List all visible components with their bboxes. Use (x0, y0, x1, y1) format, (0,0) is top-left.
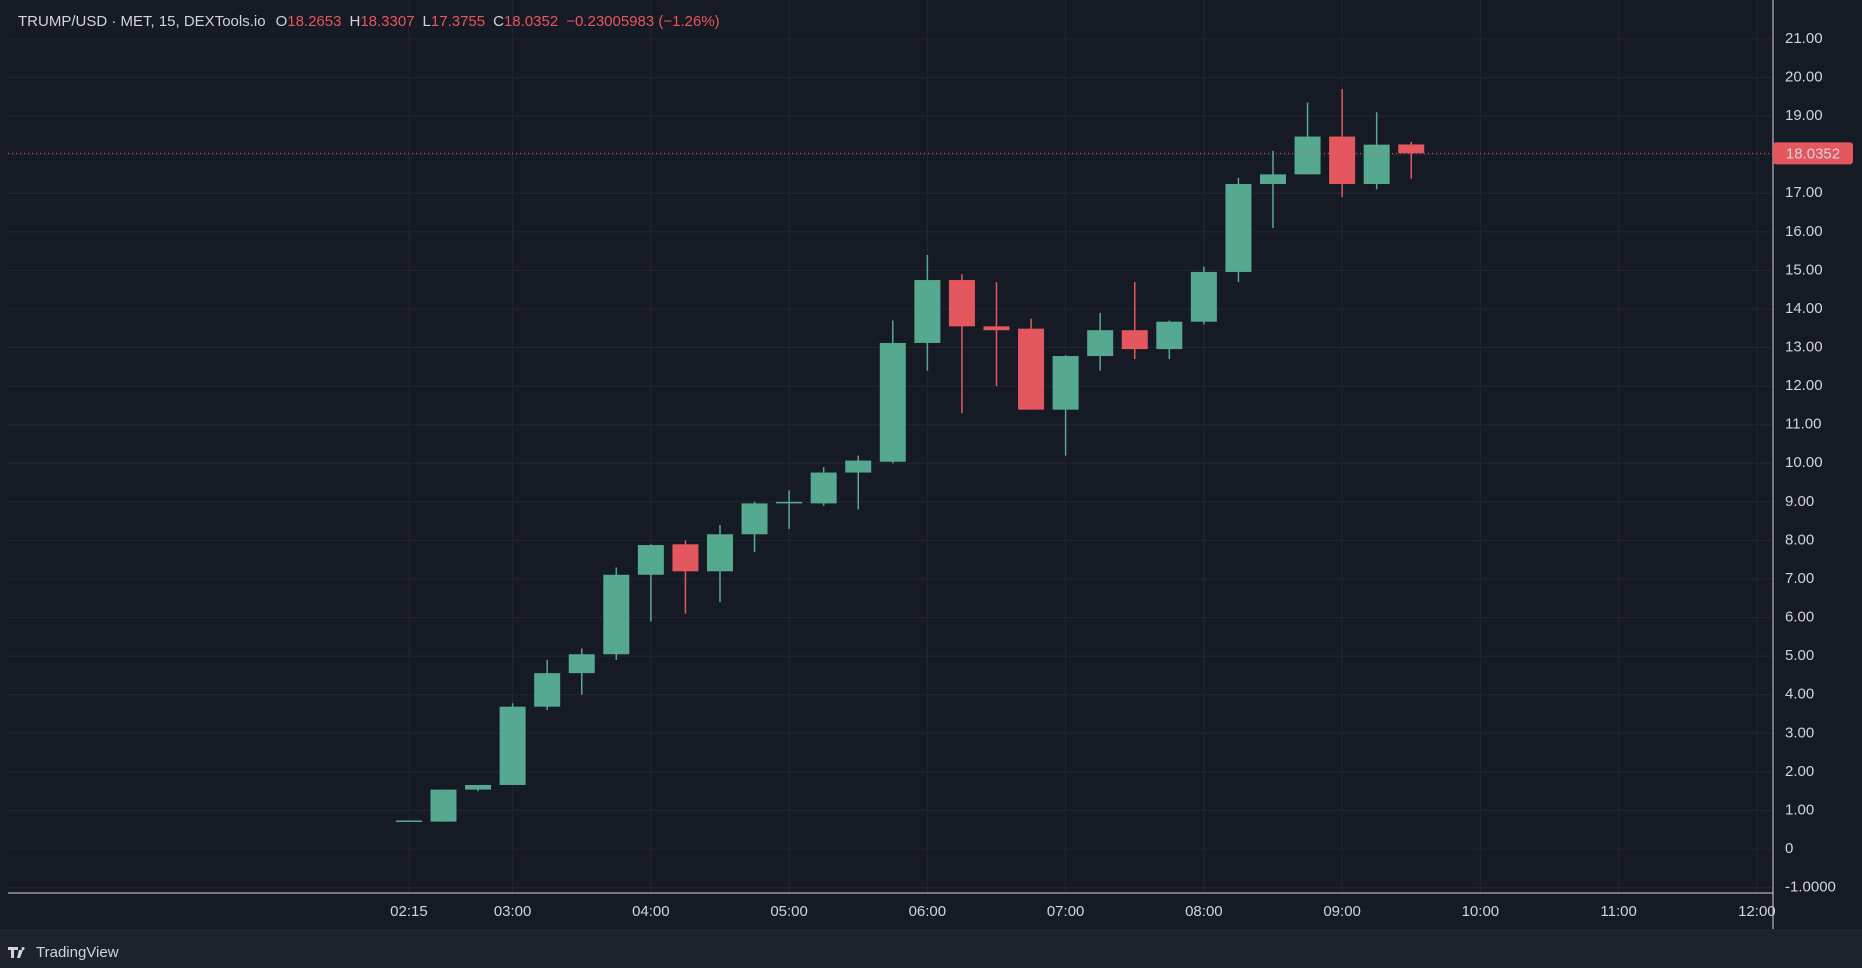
y-tick-label: 15.00 (1785, 261, 1823, 278)
x-tick-label: 04:00 (632, 903, 670, 920)
candle-body (845, 460, 872, 473)
candle-body (1363, 144, 1390, 185)
y-tick-label: 7.00 (1785, 570, 1814, 587)
candle-body (465, 784, 492, 790)
change: −0.23005983 (−1.26%) (566, 13, 719, 30)
symbol: TRUMP/USD · MET, 15, DEXTools.io (18, 13, 266, 30)
candle-body (948, 280, 975, 327)
candle-body (1398, 144, 1425, 154)
ohlc-value: 18.2653 (287, 13, 341, 30)
x-tick-label: 02:15 (390, 903, 428, 920)
candle-body (1156, 321, 1183, 350)
x-tick-label: 09:00 (1323, 903, 1361, 920)
y-tick-label: 9.00 (1785, 493, 1814, 510)
candle-body (776, 501, 803, 504)
y-tick-label: 17.00 (1785, 184, 1823, 201)
candle-body (1052, 356, 1079, 410)
candle-body (879, 342, 906, 462)
ohlc-key: L (423, 13, 431, 30)
y-tick-label: 13.00 (1785, 339, 1823, 356)
brand-name: TradingView (36, 944, 119, 961)
last-price-box (1773, 142, 1853, 165)
candle-body (1087, 330, 1114, 357)
footer-bar (0, 929, 1862, 968)
candle-body (637, 545, 664, 575)
ohlc-value: 18.3307 (360, 13, 414, 30)
ohlc-key: O (276, 13, 288, 30)
candle-body (395, 820, 422, 822)
y-tick-label: 5.00 (1785, 647, 1814, 664)
y-tick-label: 10.00 (1785, 454, 1823, 471)
y-tick-label: 21.00 (1785, 30, 1823, 47)
ohlc-key: C (493, 13, 504, 30)
y-tick-label: 19.00 (1785, 107, 1823, 124)
x-tick-label: 03:00 (494, 903, 532, 920)
y-tick-label: 2.00 (1785, 763, 1814, 780)
candle-body (706, 534, 733, 572)
candle-body (914, 280, 941, 343)
last-price-label: 18.0352 (1786, 145, 1840, 162)
candle-body (568, 654, 595, 674)
header: TRUMP/USD · MET, 15, DEXTools.io O18.2653… (18, 13, 720, 30)
candle-body (741, 503, 768, 535)
candle-body (603, 574, 630, 655)
candle-body (430, 789, 457, 822)
y-tick-label: 11.00 (1785, 416, 1821, 433)
candle-body (1018, 328, 1045, 410)
candle-body (672, 544, 699, 572)
x-tick-label: 05:00 (770, 903, 808, 920)
y-tick-label: 4.00 (1785, 686, 1814, 703)
candle-body (1329, 136, 1356, 185)
x-tick-label: 12:00 (1738, 903, 1776, 920)
y-tick-label: 14.00 (1785, 300, 1823, 317)
x-tick-label: 10:00 (1462, 903, 1500, 920)
y-tick-label: 0 (1785, 840, 1793, 857)
y-tick-label: 6.00 (1785, 609, 1814, 626)
candle-body (1121, 330, 1148, 350)
candle-body (499, 706, 526, 785)
x-tick-label: 06:00 (909, 903, 947, 920)
x-tick-label: 07:00 (1047, 903, 1085, 920)
candle-body (1190, 271, 1217, 322)
candles (395, 89, 1425, 822)
y-tick-label: 12.00 (1785, 377, 1823, 394)
ohlc-value: 17.3755 (431, 13, 485, 30)
candle-body (534, 673, 561, 707)
ohlc-key: H (349, 13, 360, 30)
candle-body (983, 326, 1010, 331)
y-tick-label: 20.00 (1785, 69, 1823, 86)
candle-body (1225, 184, 1252, 272)
y-tick-label: 1.00 (1785, 801, 1814, 818)
brand-logo[interactable]: TradingView (8, 944, 119, 961)
ohlc-value: 18.0352 (504, 13, 558, 30)
y-tick-label: 16.00 (1785, 223, 1823, 240)
x-tick-label: 08:00 (1185, 903, 1223, 920)
logo-icon (8, 947, 25, 958)
x-tick-label: 11:00 (1600, 903, 1636, 920)
y-tick-label: 8.00 (1785, 531, 1814, 548)
y-tick-label: 3.00 (1785, 724, 1814, 741)
candle-body (1259, 174, 1286, 185)
candle-body (1294, 136, 1321, 175)
candle-body (810, 472, 837, 504)
y-tick-label: -1.0000 (1785, 879, 1836, 896)
